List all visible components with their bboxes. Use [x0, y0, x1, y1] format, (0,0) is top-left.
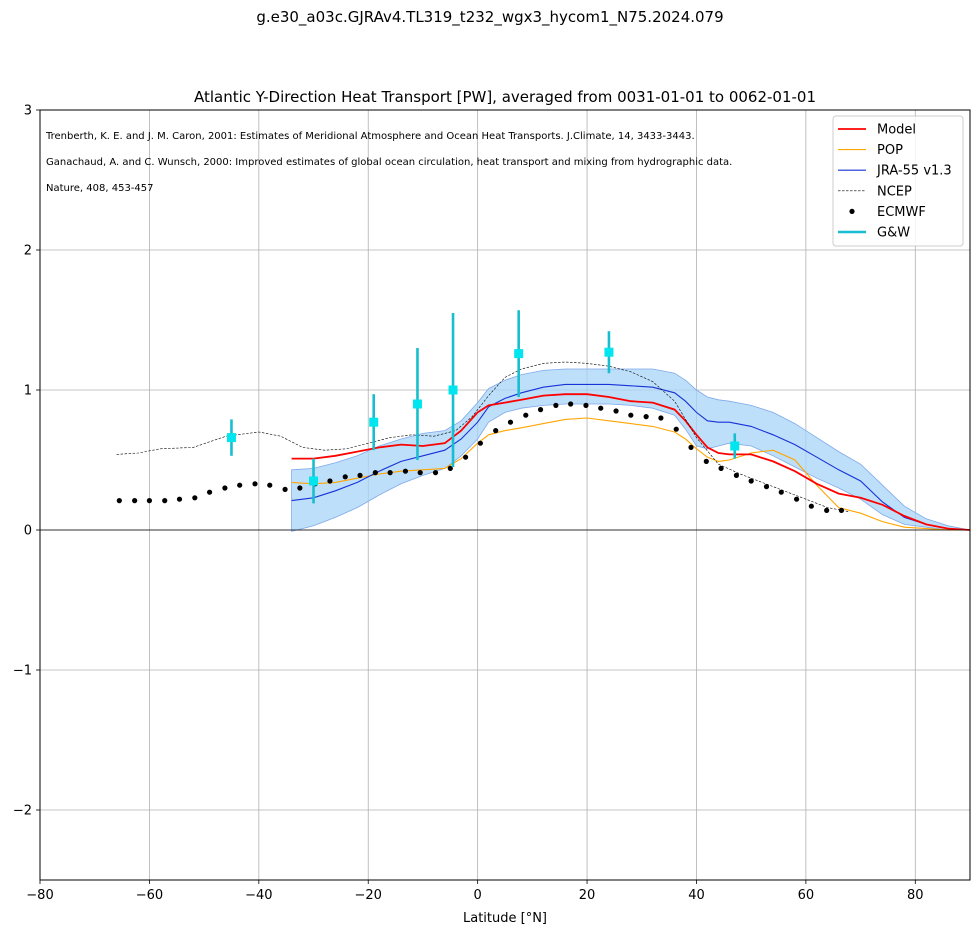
ecmwf-point [387, 470, 393, 476]
ecmwf-point [176, 496, 183, 502]
ecmwf-point [718, 465, 724, 471]
gw-marker [604, 347, 614, 357]
reference-note: Nature, 408, 453-457 [46, 183, 154, 194]
ecmwf-point [583, 402, 589, 408]
y-tick-label: −2 [13, 804, 32, 819]
ecmwf-point [493, 428, 499, 434]
ecmwf-point [643, 414, 649, 420]
ecmwf-point [132, 498, 138, 504]
legend-box [832, 115, 964, 247]
x-tick-label: 60 [798, 888, 815, 903]
legend-handle-ecmwf [849, 208, 855, 214]
ecmwf-point [553, 402, 559, 408]
ecmwf-point [463, 454, 469, 460]
ecmwf-point [206, 489, 213, 495]
jra55-spread-band [291, 368, 971, 532]
ecmwf-point [357, 472, 363, 478]
axis-ticks: −80 −60 −40 −20 0 20 40 60 80 −2 −1 0 1 2 3 [13, 104, 924, 904]
ecmwf-point [523, 412, 529, 418]
y-tick-label: 3 [24, 104, 32, 119]
ecmwf-point [568, 401, 574, 407]
x-axis-label: Latitude [°N] [463, 911, 547, 926]
ecmwf-point [703, 458, 709, 464]
ecmwf-point [477, 440, 483, 446]
reference-note: Ganachaud, A. and C. Wunsch, 2000: Impro… [46, 157, 732, 168]
gw-marker [369, 417, 379, 427]
ecmwf-point [838, 507, 845, 513]
ecmwf-point [162, 498, 168, 504]
ecmwf-point [116, 498, 122, 504]
ecmwf-point [598, 405, 604, 411]
ecmwf-point [342, 474, 348, 480]
x-tick-label: 40 [688, 888, 705, 903]
ecmwf-point [372, 470, 378, 476]
legend-label-model: Model [877, 123, 916, 138]
ecmwf-point [763, 484, 770, 490]
ecmwf-point [628, 412, 634, 418]
ecmwf-point [507, 419, 514, 425]
ecmwf-point [447, 465, 453, 471]
ecmwf-point [327, 478, 333, 484]
ecmwf-point [537, 407, 544, 413]
gw-marker [448, 385, 458, 395]
x-tick-label: 0 [474, 888, 482, 903]
reference-note: Trenberth, K. E. and J. M. Caron, 2001: … [45, 131, 695, 142]
ecmwf-point [237, 482, 243, 488]
y-tick-label: 2 [24, 244, 32, 259]
ecmwf-point [658, 415, 664, 421]
chart-title: Atlantic Y-Direction Heat Transport [PW]… [194, 88, 816, 106]
ecmwf-point [824, 507, 830, 513]
spread-band-layer [291, 368, 971, 532]
gw-marker [412, 399, 422, 409]
ecmwf-point [432, 470, 439, 476]
ecmwf-point [252, 481, 258, 487]
x-tick-label: −80 [26, 888, 53, 903]
ecmwf-point [297, 485, 303, 491]
x-tick-label: 20 [579, 888, 596, 903]
x-tick-label: 80 [907, 888, 924, 903]
ecmwf-point [267, 482, 273, 488]
legend-label-ecmwf: ECMWF [877, 205, 926, 220]
ecmwf-point [673, 426, 679, 432]
legend-label-ncep: NCEP [877, 184, 912, 199]
figure-suptitle: g.e30_a03c.GJRAv4.TL319_t232_wgx3_hycom1… [256, 8, 723, 27]
ecmwf-point [192, 495, 198, 501]
series-line-jra-55-v1-3 [291, 383, 971, 531]
y-tick-label: 1 [24, 384, 32, 399]
ecmwf-point [748, 478, 754, 484]
x-tick-label: −40 [245, 888, 272, 903]
ecmwf-point [613, 408, 619, 414]
x-tick-label: −60 [136, 888, 163, 903]
ecmwf-point [417, 470, 423, 476]
series-layer [116, 310, 971, 531]
gw-marker [309, 476, 319, 486]
x-tick-label: −20 [355, 888, 382, 903]
legend-label-pop: POP [877, 143, 903, 158]
plot-area-frame [39, 109, 971, 881]
gw-marker [514, 349, 524, 359]
legend: Model POP JRA-55 v1.3 NCEP ECMWF G&W [832, 115, 964, 247]
y-tick-label: 0 [24, 524, 32, 539]
ecmwf-point [222, 485, 228, 491]
ecmwf-point [688, 444, 694, 450]
legend-label-g-w: G&W [877, 226, 910, 241]
ecmwf-point [146, 498, 153, 504]
grid-lines [40, 110, 970, 880]
series-line-model [291, 393, 971, 531]
gw-marker [226, 433, 236, 443]
ecmwf-point [402, 468, 409, 474]
reference-notes: Trenberth, K. E. and J. M. Caron, 2001: … [45, 131, 732, 194]
gw-marker [730, 441, 740, 451]
ecmwf-point [282, 486, 288, 492]
y-tick-label: −1 [13, 664, 32, 679]
legend-label-jra-55-v1-3: JRA-55 v1.3 [876, 164, 952, 179]
ecmwf-point [793, 496, 800, 502]
ecmwf-point [733, 472, 740, 478]
ecmwf-point [808, 503, 814, 509]
ecmwf-point [778, 489, 784, 495]
